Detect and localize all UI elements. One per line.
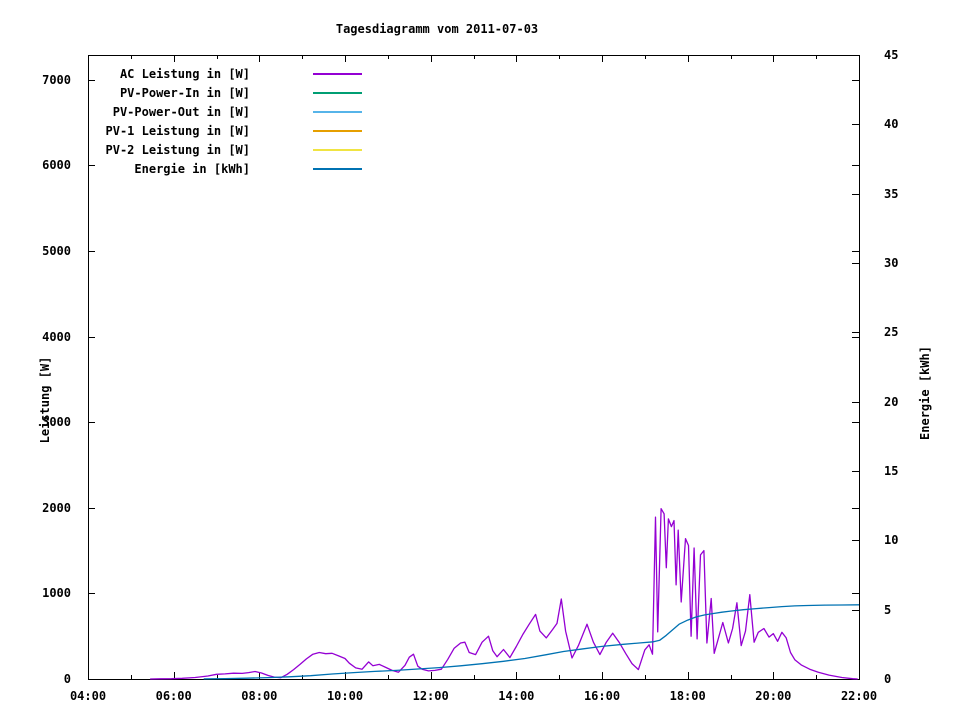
y2-axis-tick-label: 40 bbox=[884, 117, 899, 132]
y2-axis-tick-label: 35 bbox=[884, 186, 899, 201]
y-axis-tick-label: 5000 bbox=[42, 244, 71, 259]
series-lines bbox=[150, 508, 860, 680]
x-axis-tick-label: 12:00 bbox=[412, 689, 449, 703]
x-axis-tick-label: 08:00 bbox=[241, 689, 278, 703]
legend-label: AC Leistung in [W] bbox=[119, 67, 250, 81]
legend-line-swatch bbox=[313, 149, 362, 151]
y-axis-tick-label: 7000 bbox=[42, 72, 71, 87]
y-axis-tick-label: 3000 bbox=[42, 415, 71, 430]
legend-line-swatch bbox=[313, 73, 362, 75]
legend-line-swatch bbox=[313, 130, 362, 132]
y2-axis-tick-label: 10 bbox=[884, 533, 899, 548]
y-axis-tick-label: 2000 bbox=[42, 500, 71, 515]
legend-label: PV-Power-Out in [W] bbox=[112, 105, 250, 119]
legend-label: PV-2 Leistung in [W] bbox=[105, 143, 251, 157]
y2-axis-tick-label: 0 bbox=[884, 672, 892, 686]
x-axis-tick-label: 16:00 bbox=[583, 689, 621, 703]
y2-axis-tick-label: 5 bbox=[884, 602, 892, 617]
plot-svg bbox=[88, 55, 860, 680]
y-axis-tick-label: 4000 bbox=[42, 329, 71, 344]
series-line bbox=[150, 508, 858, 680]
y2-axis-title: Energie [kWh] bbox=[918, 346, 932, 440]
x-axis-tick-label: 10:00 bbox=[326, 689, 364, 703]
y-axis-title: Leistung [W] bbox=[38, 356, 52, 444]
legend-line-swatch bbox=[313, 168, 362, 170]
x-axis-tick-label: 18:00 bbox=[669, 689, 706, 703]
legend-label: PV-1 Leistung in [W] bbox=[105, 124, 251, 138]
x-axis-tick-label: 22:00 bbox=[840, 689, 878, 703]
legend-line-swatch bbox=[313, 111, 362, 113]
x-axis-tick-label: 20:00 bbox=[755, 689, 792, 703]
x-axis-tick-label: 06:00 bbox=[155, 689, 192, 703]
x-axis-tick-label: 14:00 bbox=[498, 689, 535, 703]
y2-axis-tick-label: 15 bbox=[884, 464, 899, 478]
y2-axis-tick-label: 30 bbox=[884, 256, 899, 270]
chart-title: Tagesdiagramm vom 2011-07-03 bbox=[335, 22, 539, 36]
legend-label: Energie in [kWh] bbox=[134, 162, 250, 176]
legend-label: PV-Power-In in [W] bbox=[119, 86, 250, 100]
y-axis-tick-label: 1000 bbox=[42, 586, 71, 601]
tick-marks bbox=[88, 55, 860, 679]
y2-axis-tick-label: 45 bbox=[884, 48, 899, 62]
y-axis-tick-label: 0 bbox=[63, 672, 71, 686]
y-axis-tick-label: 6000 bbox=[42, 158, 71, 173]
x-axis-tick-label: 04:00 bbox=[69, 689, 107, 703]
series-line bbox=[203, 604, 860, 680]
y2-axis-tick-label: 25 bbox=[884, 325, 899, 340]
y2-axis-tick-label: 20 bbox=[884, 394, 899, 409]
legend-line-swatch bbox=[313, 92, 362, 94]
